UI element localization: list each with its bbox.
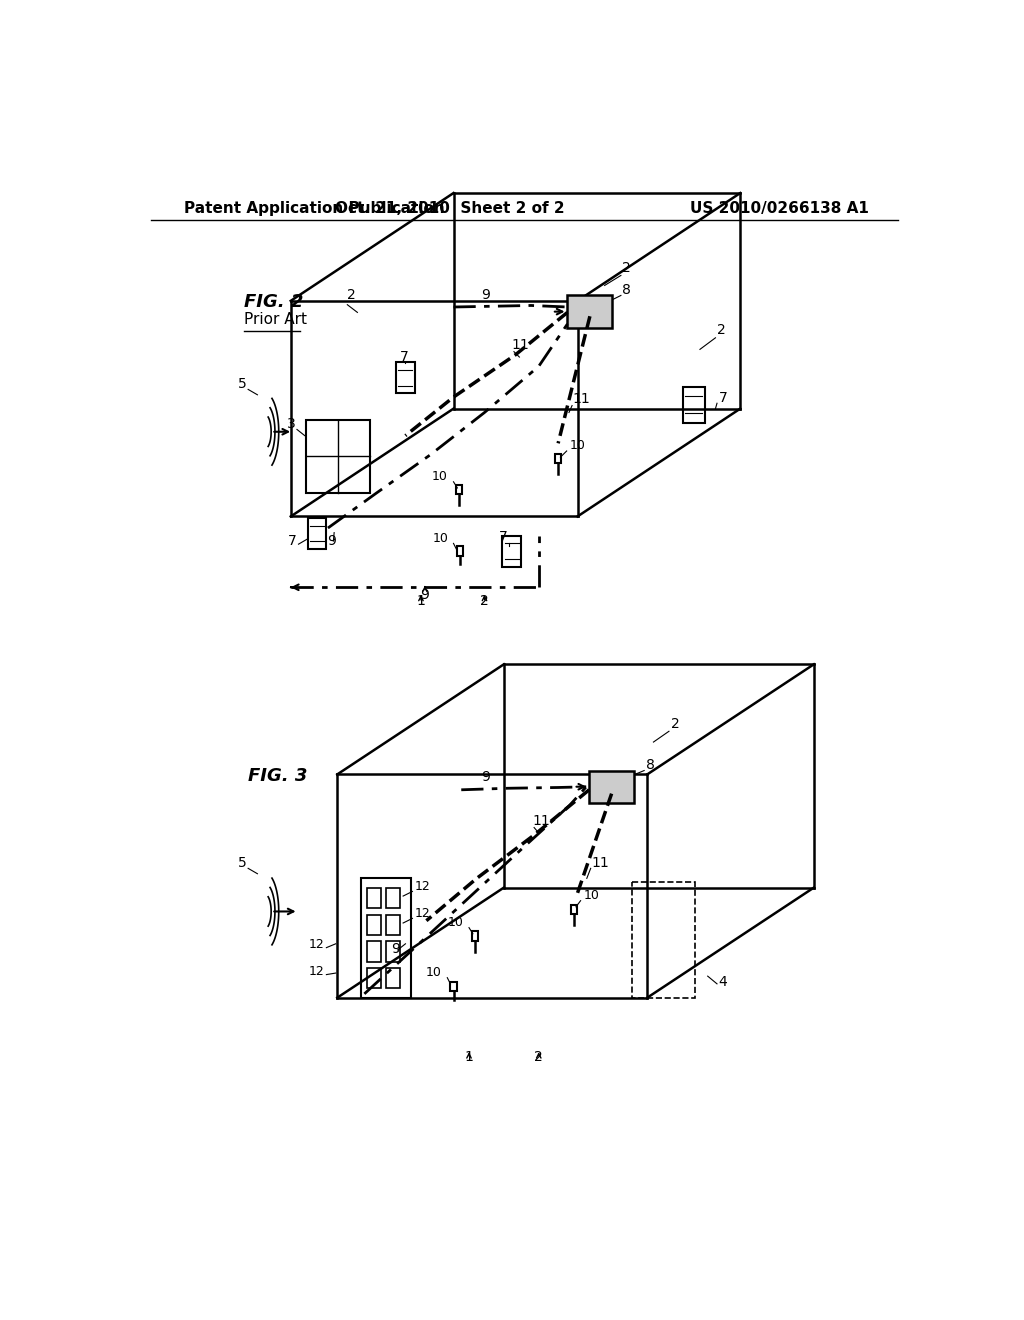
- Bar: [386, 887, 400, 908]
- Text: 9: 9: [391, 942, 399, 956]
- Bar: [367, 969, 381, 989]
- Text: 7: 7: [399, 350, 409, 364]
- Bar: [451, 982, 457, 991]
- Text: 12: 12: [415, 907, 430, 920]
- Text: 12: 12: [415, 880, 430, 892]
- Text: 1: 1: [417, 594, 425, 609]
- Text: US 2010/0266138 A1: US 2010/0266138 A1: [689, 201, 868, 216]
- Text: 5: 5: [239, 378, 247, 391]
- Bar: [386, 969, 400, 989]
- Text: 8: 8: [646, 758, 654, 772]
- Bar: [457, 546, 463, 556]
- Text: 12: 12: [309, 965, 325, 978]
- Text: 11: 11: [532, 814, 550, 828]
- Text: 11: 11: [512, 338, 529, 352]
- Text: 2: 2: [717, 323, 726, 337]
- Text: 7: 7: [719, 391, 727, 405]
- Text: 9: 9: [328, 535, 336, 548]
- Text: 10: 10: [432, 532, 449, 545]
- Text: 7: 7: [288, 535, 297, 548]
- Text: FIG. 2: FIG. 2: [245, 293, 304, 312]
- Bar: [472, 932, 478, 941]
- Text: 2: 2: [535, 1049, 543, 1064]
- Text: 9: 9: [421, 587, 429, 602]
- Text: 7: 7: [499, 531, 508, 544]
- Bar: [396, 363, 415, 393]
- Text: 10: 10: [584, 890, 600, 902]
- Text: 2: 2: [347, 288, 356, 302]
- Bar: [567, 296, 612, 327]
- Text: 5: 5: [239, 855, 247, 870]
- Bar: [306, 420, 370, 494]
- Bar: [386, 915, 400, 935]
- Text: 1: 1: [465, 1049, 473, 1064]
- Text: 10: 10: [569, 438, 586, 451]
- Bar: [683, 387, 705, 422]
- Bar: [386, 941, 400, 961]
- Text: Prior Art: Prior Art: [245, 312, 307, 327]
- Text: 9: 9: [481, 288, 490, 301]
- Bar: [632, 882, 695, 998]
- Bar: [367, 915, 381, 935]
- Bar: [360, 878, 411, 998]
- Text: 4: 4: [719, 975, 727, 989]
- Text: 2: 2: [671, 717, 679, 731]
- Text: 3: 3: [288, 417, 296, 430]
- Text: 2: 2: [480, 594, 488, 609]
- Text: 10: 10: [431, 470, 447, 483]
- Text: FIG. 3: FIG. 3: [248, 767, 307, 784]
- Text: 10: 10: [447, 916, 464, 929]
- Text: 10: 10: [426, 966, 442, 979]
- Bar: [456, 484, 462, 494]
- Text: 9: 9: [481, 770, 490, 784]
- Bar: [308, 517, 327, 549]
- Bar: [570, 904, 577, 913]
- Text: 11: 11: [572, 392, 590, 407]
- Text: 8: 8: [623, 282, 632, 297]
- Bar: [367, 887, 381, 908]
- Text: Oct. 21, 2010  Sheet 2 of 2: Oct. 21, 2010 Sheet 2 of 2: [335, 201, 564, 216]
- Bar: [589, 771, 634, 803]
- Bar: [555, 454, 561, 463]
- Text: Patent Application Publication: Patent Application Publication: [183, 201, 444, 216]
- Bar: [367, 941, 381, 961]
- Text: 2: 2: [623, 261, 631, 276]
- Text: 12: 12: [309, 937, 325, 950]
- Text: 11: 11: [592, 855, 609, 870]
- Bar: [503, 536, 521, 566]
